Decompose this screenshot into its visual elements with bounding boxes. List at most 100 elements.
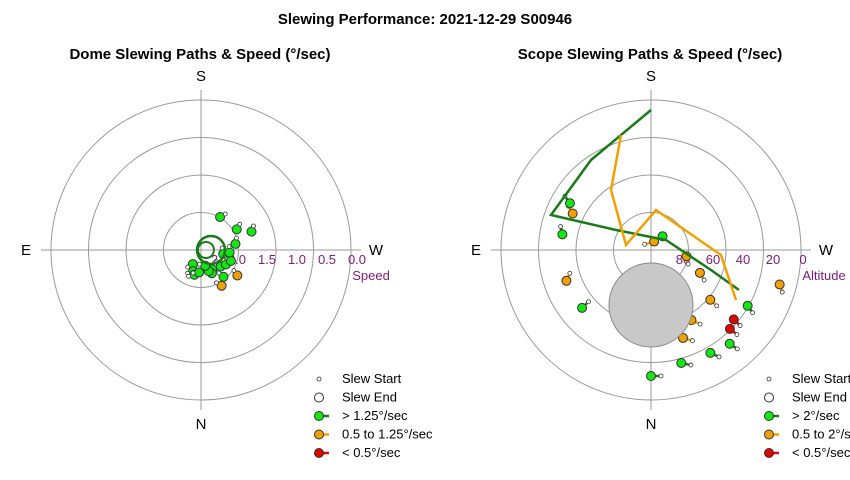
- slew-end-point: [676, 358, 687, 369]
- dome-title: Dome Slewing Paths & Speed (°/sec): [69, 46, 330, 63]
- slew-start-point: [737, 323, 743, 328]
- slew-end-point: [225, 255, 236, 266]
- slew-end-point: [230, 238, 241, 249]
- slew-end-point: [564, 198, 575, 209]
- legend-label: 0.5 to 1.25°/sec: [342, 427, 433, 442]
- slew-start-point: [567, 270, 573, 276]
- slew-start-point: [716, 354, 722, 360]
- slew-end-point: [728, 314, 739, 325]
- legend-label: Slew Start: [792, 371, 850, 386]
- dome-dir-right: W: [369, 242, 384, 259]
- slew-end-point: [742, 300, 753, 311]
- legend-dot-swatch: [764, 411, 774, 421]
- slew-start-point: [222, 211, 228, 217]
- slew-end-point: [567, 208, 578, 219]
- slew-end-point: [194, 267, 205, 278]
- slew-end-point: [705, 294, 716, 305]
- scope-radial-label: Altitude: [802, 268, 845, 283]
- slew-end-point: [774, 279, 785, 290]
- dome-dir-bottom: N: [196, 416, 207, 433]
- slew-path: [609, 134, 738, 301]
- dome-slews: [185, 211, 257, 291]
- radial-tick-label: 60: [706, 252, 720, 267]
- slew-start-point: [658, 373, 664, 379]
- radial-tick-label: 1.5: [258, 252, 276, 267]
- slew-start-point: [185, 264, 191, 270]
- slew-end-point: [678, 332, 689, 343]
- legend-label: < 0.5°/sec: [342, 445, 401, 460]
- slew-start-point: [558, 224, 564, 229]
- slew-end-point: [224, 247, 235, 258]
- slew-end-point: [577, 302, 588, 313]
- slew-start-point: [234, 235, 239, 241]
- dome-dir-left: E: [21, 242, 31, 259]
- slew-start-point: [226, 244, 232, 249]
- slew-start-point: [734, 332, 740, 337]
- slew-end-point: [724, 323, 735, 334]
- legend-label: Slew End: [342, 390, 397, 405]
- dome-dir-top: S: [196, 68, 206, 85]
- dome-rings: [41, 90, 361, 410]
- legend-dot-swatch: [314, 429, 324, 440]
- legend-label: 0.5 to 2°/sec: [792, 427, 850, 442]
- slew-start-point: [586, 299, 591, 305]
- legend-label: > 2°/sec: [792, 408, 840, 423]
- radial-tick-label: 0.5: [318, 252, 336, 267]
- slew-end-point: [557, 229, 568, 240]
- scope-dir-top: S: [646, 68, 656, 85]
- slew-end-point: [694, 267, 705, 278]
- slew-loop: [197, 241, 215, 259]
- slew-path: [548, 109, 740, 292]
- slew-start-point: [214, 280, 219, 286]
- radial-tick-label: 2: [211, 252, 218, 267]
- slew-start-point: [186, 273, 191, 279]
- slew-start-point: [685, 261, 691, 267]
- slew-start-point: [190, 270, 196, 276]
- figure-title: Slewing Performance: 2021-12-29 S00946: [278, 11, 572, 28]
- slew-end-point: [215, 211, 226, 222]
- slew-end-point: [561, 275, 572, 286]
- dome-legend: Slew Start Slew End > 1.25°/sec 0.5 to 1.25…: [314, 371, 433, 460]
- slew-start-point: [251, 223, 256, 229]
- slew-end-point: [231, 224, 242, 235]
- legend-dot-swatch: [764, 448, 774, 458]
- legend-dot-swatch: [314, 448, 324, 458]
- scope-dir-bottom: N: [646, 416, 657, 433]
- radial-tick-label: 40: [736, 252, 750, 267]
- scope-dir-left: E: [471, 242, 481, 259]
- legend-start-swatch: [766, 376, 772, 382]
- scope-panel: Scope Slewing Paths & Speed (°/sec) S N …: [471, 46, 850, 460]
- telescope-shadow: [608, 262, 694, 348]
- dome-panel: Dome Slewing Paths & Speed (°/sec) S N E…: [21, 46, 433, 460]
- dome-radial-label: Speed: [352, 268, 390, 283]
- dome-radial-ticks: 2 2.0 1.5 1.0 0.5 0.0: [211, 252, 366, 267]
- radial-tick-label: 0: [799, 252, 806, 267]
- slew-start-point: [734, 346, 740, 352]
- scope-slews: [548, 109, 785, 381]
- slew-start-point: [714, 303, 720, 309]
- legend-label: Slew Start: [342, 371, 402, 386]
- slew-start-point: [690, 338, 695, 344]
- scope-legend: Slew Start Slew End > 2°/sec 0.5 to 2°/sec <…: [764, 371, 850, 460]
- legend-end-swatch: [764, 392, 774, 403]
- scope-title: Scope Slewing Paths & Speed (°/sec): [518, 46, 782, 63]
- slew-end-point: [724, 338, 735, 349]
- slew-start-point: [697, 321, 703, 327]
- slew-end-point: [232, 270, 243, 281]
- radial-tick-label: 20: [766, 252, 780, 267]
- slew-start-point: [197, 261, 202, 267]
- legend-start-swatch: [316, 376, 322, 382]
- legend-end-swatch: [314, 392, 324, 403]
- scope-rings: [491, 90, 811, 410]
- slew-start-point: [779, 289, 785, 295]
- scope-dir-right: W: [819, 242, 834, 259]
- slew-start-point: [216, 270, 222, 276]
- radial-tick-label: 0.0: [348, 252, 366, 267]
- slew-start-point: [237, 221, 243, 227]
- slew-start-point: [231, 268, 237, 273]
- legend-label: < 0.5°/sec: [792, 445, 850, 460]
- slew-start-point: [642, 241, 648, 247]
- slew-end-point: [218, 271, 229, 282]
- slew-start-point: [750, 310, 756, 316]
